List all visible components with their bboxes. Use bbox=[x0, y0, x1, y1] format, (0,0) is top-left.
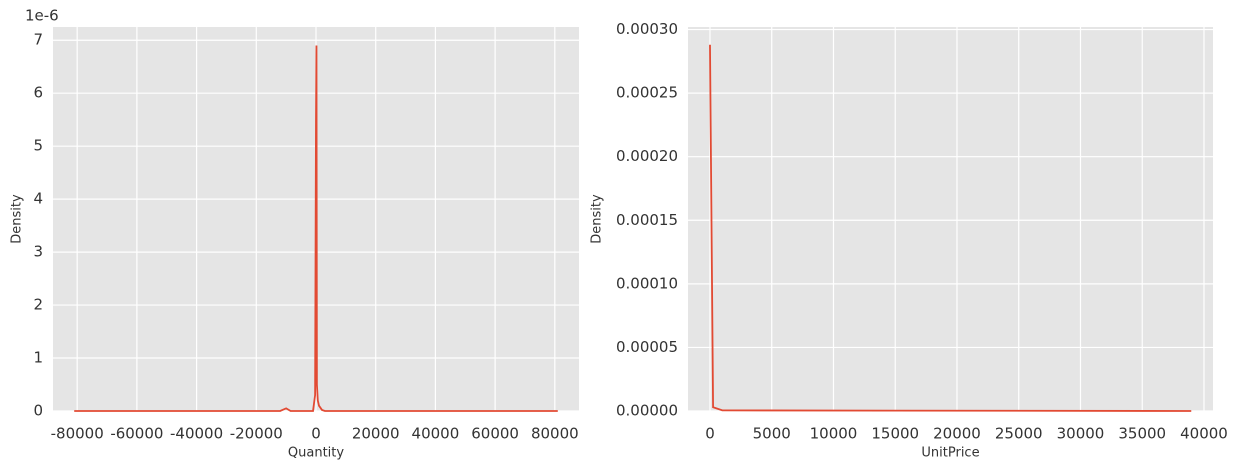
x-axis-label: Quantity bbox=[288, 446, 344, 461]
y-axis-label: Density bbox=[10, 194, 25, 244]
x-tick-label: -20000 bbox=[230, 425, 283, 443]
y-tick-label: 0.00000 bbox=[616, 402, 678, 420]
y-tick-label: 0 bbox=[33, 402, 43, 420]
x-tick-label: 0 bbox=[311, 425, 321, 443]
x-tick-label: 30000 bbox=[1057, 425, 1105, 443]
y-tick-label: 1 bbox=[33, 349, 43, 367]
x-tick-label: 15000 bbox=[871, 425, 919, 443]
y-axis-label: Density bbox=[590, 194, 605, 244]
x-tick-label: -60000 bbox=[110, 425, 163, 443]
y-tick-label: 0.00005 bbox=[616, 338, 678, 356]
x-tick-label: 10000 bbox=[810, 425, 858, 443]
x-tick-label: 5000 bbox=[753, 425, 791, 443]
plot-area bbox=[688, 27, 1213, 411]
y-tick-label: 2 bbox=[33, 296, 43, 314]
x-tick-label: 25000 bbox=[995, 425, 1043, 443]
x-tick-label: 80000 bbox=[531, 425, 579, 443]
density-line bbox=[709, 44, 1192, 412]
y-tick-label: 0.00020 bbox=[616, 147, 678, 165]
x-tick-label: 60000 bbox=[471, 425, 519, 443]
x-tick-label: 40000 bbox=[1180, 425, 1228, 443]
y-tick-label: 6 bbox=[33, 84, 43, 102]
x-tick-label: 20000 bbox=[933, 425, 981, 443]
y-tick-label: 3 bbox=[33, 243, 43, 261]
x-tick-label: 40000 bbox=[412, 425, 460, 443]
x-axis-label: UnitPrice bbox=[921, 446, 979, 461]
y-tick-label: 0.00015 bbox=[616, 211, 678, 229]
x-tick-label: -80000 bbox=[51, 425, 104, 443]
y-tick-label: 7 bbox=[33, 31, 43, 49]
offset-label: 1e-6 bbox=[25, 7, 59, 25]
x-tick-label: 0 bbox=[705, 425, 715, 443]
y-tick-label: 0.00025 bbox=[616, 84, 678, 102]
y-tick-label: 0.00010 bbox=[616, 274, 678, 292]
x-tick-label: -40000 bbox=[170, 425, 223, 443]
y-tick-label: 5 bbox=[33, 137, 43, 155]
y-tick-label: 4 bbox=[33, 190, 43, 208]
y-tick-label: 0.00030 bbox=[616, 20, 678, 38]
density-line bbox=[74, 45, 558, 412]
x-tick-label: 20000 bbox=[352, 425, 400, 443]
x-tick-label: 35000 bbox=[1118, 425, 1166, 443]
